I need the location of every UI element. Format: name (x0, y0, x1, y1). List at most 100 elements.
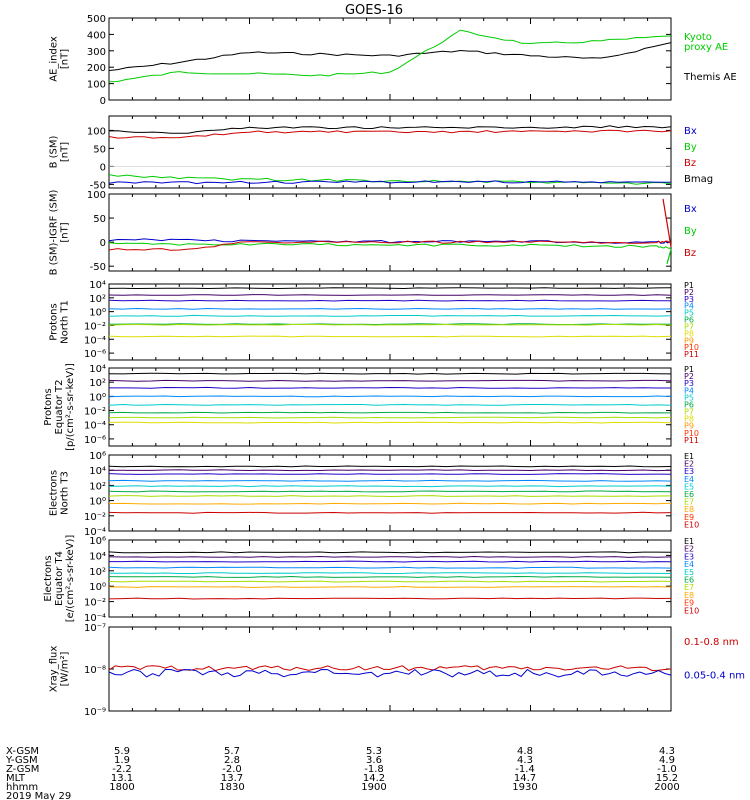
legend-elec4: E5 (684, 568, 694, 577)
ytick-label-ae: 200 (87, 63, 106, 74)
footer-date: 2019 May 29 (6, 791, 71, 800)
footer-row-label: X-GSM (6, 746, 39, 757)
ytick-label-elec3: 10⁶ (89, 451, 106, 462)
footer-value: -2.2 (112, 764, 132, 775)
ytick-label-ae: 0 (100, 96, 106, 107)
footer-value: 1900 (361, 782, 386, 793)
legend-prot2: P4 (684, 386, 694, 395)
panel-frame-bigrf (108, 193, 672, 272)
legend-prot1: P9 (684, 336, 694, 345)
ytick-label-xray: 10⁻⁸ (84, 665, 106, 676)
legend-ae: proxy AE (684, 42, 728, 53)
series-line-elec4-E8 (108, 585, 672, 588)
legend-prot1: P2 (684, 288, 694, 297)
ytick-label-elec4: 10⁶ (89, 536, 106, 547)
legend-prot1: P5 (684, 309, 694, 318)
legend-prot1: P10 (684, 343, 699, 352)
ytick-label-prot1: 10⁻⁶ (84, 349, 106, 360)
series-line-elec4-E6 (108, 575, 672, 578)
legend-elec3: E1 (684, 452, 694, 461)
ytick-label-prot2: 10⁻⁴ (84, 421, 106, 432)
footer-value: -1.8 (364, 764, 384, 775)
series-line-elec3-E7 (108, 495, 672, 498)
ytick-label-ae: 300 (87, 47, 106, 58)
ytick-label-bsm: 100 (87, 126, 106, 137)
series-line-elec3-E9 (108, 511, 672, 514)
legend-elec3: E7 (684, 498, 694, 507)
series-line-elec4-E2 (108, 555, 672, 558)
footer-value: 5.3 (366, 746, 382, 757)
legend-elec3: E6 (684, 490, 694, 499)
ytick-label-bigrf: -50 (90, 262, 106, 273)
series-line-prot1-P2 (108, 294, 672, 296)
series-line-bsm-Bmag (108, 125, 672, 134)
legend-bsm: Bx (684, 126, 697, 137)
series-line-prot2-P7 (108, 416, 672, 419)
ytick-label-elec3: 10⁰ (89, 497, 106, 508)
series-line-ae-Themis-AE (108, 42, 672, 71)
legend-elec4: E1 (684, 537, 694, 546)
ylabel-elec3: Electrons (49, 470, 60, 516)
footer-value: 1.9 (114, 755, 130, 766)
legend-elec3: E3 (684, 467, 694, 476)
ytick-label-bigrf: 0 (100, 238, 106, 249)
legend-elec3: E9 (684, 513, 694, 522)
series-line-elec3-E3 (108, 473, 672, 475)
ylabel-prot1: North T1 (60, 300, 71, 344)
footer-value: 3.6 (366, 755, 382, 766)
series-line-elec3-E8 (108, 502, 672, 505)
ylabel-bigrf: [nT] (60, 222, 71, 242)
footer-value: 4.3 (659, 746, 675, 757)
series-line-elec3-E4 (108, 479, 672, 482)
ytick-label-prot1: 10² (89, 294, 106, 305)
series-line-prot2-P8 (108, 421, 672, 424)
ytick-label-xray: 10⁻⁹ (84, 707, 106, 718)
ytick-label-elec3: 10⁻⁴ (84, 527, 106, 538)
legend-bigrf: Bz (684, 248, 696, 259)
ytick-label-elec3: 10² (89, 481, 106, 492)
legend-bsm: Bmag (684, 174, 713, 185)
ytick-label-elec4: 10² (89, 567, 106, 578)
ytick-label-bsm: -50 (90, 180, 106, 191)
ytick-label-elec4: 10⁰ (89, 582, 106, 593)
legend-elec4: E7 (684, 583, 694, 592)
series-line-prot2-P3 (109, 386, 671, 389)
legend-prot1: P1 (684, 281, 694, 290)
panel-frame-elec4 (108, 539, 672, 618)
footer-value: -1.0 (657, 764, 677, 775)
ytick-label-ae: 100 (87, 80, 106, 91)
series-line-elec4-E7 (108, 580, 672, 583)
ytick-label-prot2: 10⁻² (84, 407, 106, 418)
spike-line-by (666, 249, 672, 264)
series-line-elec3-E5 (108, 485, 672, 488)
footer-value: 4.8 (517, 746, 533, 757)
ytick-label-prot2: 10² (89, 378, 106, 389)
series-line-prot1-P7 (108, 323, 672, 326)
legend-elec4: E4 (684, 560, 694, 569)
legend-prot2: P2 (684, 372, 694, 381)
spike-line-bz (662, 198, 672, 248)
series-line-bigrf-Bx (108, 238, 672, 244)
footer-value: 1930 (512, 782, 537, 793)
legend-elec3: E4 (684, 475, 694, 484)
footer-value: 2000 (654, 782, 679, 793)
ytick-label-ae: 400 (87, 30, 106, 41)
legend-prot2: P8 (684, 415, 694, 424)
ylabel-bsm: [nT] (60, 142, 71, 162)
series-line-prot1-P1 (108, 287, 672, 290)
series-line-prot1-P3 (108, 299, 671, 302)
series-line-prot1-P4 (108, 307, 672, 310)
footer-value: -2.0 (222, 764, 242, 775)
series-line-elec4-E1 (108, 551, 672, 554)
footer-row-label: MLT (6, 773, 26, 784)
plot-title: GOES-16 (345, 3, 403, 18)
footer-row-label: Z-GSM (6, 764, 39, 775)
footer-value: 1800 (109, 782, 134, 793)
ytick-label-bsm: 0 (100, 162, 106, 173)
ytick-label-ae: 500 (87, 14, 106, 25)
ytick-label-bigrf: 100 (87, 190, 106, 201)
legend-prot2: P11 (684, 436, 699, 445)
series-line-elec4-E3 (109, 560, 672, 563)
series-line-ae-Kyoto-proxy-AE (108, 29, 672, 83)
